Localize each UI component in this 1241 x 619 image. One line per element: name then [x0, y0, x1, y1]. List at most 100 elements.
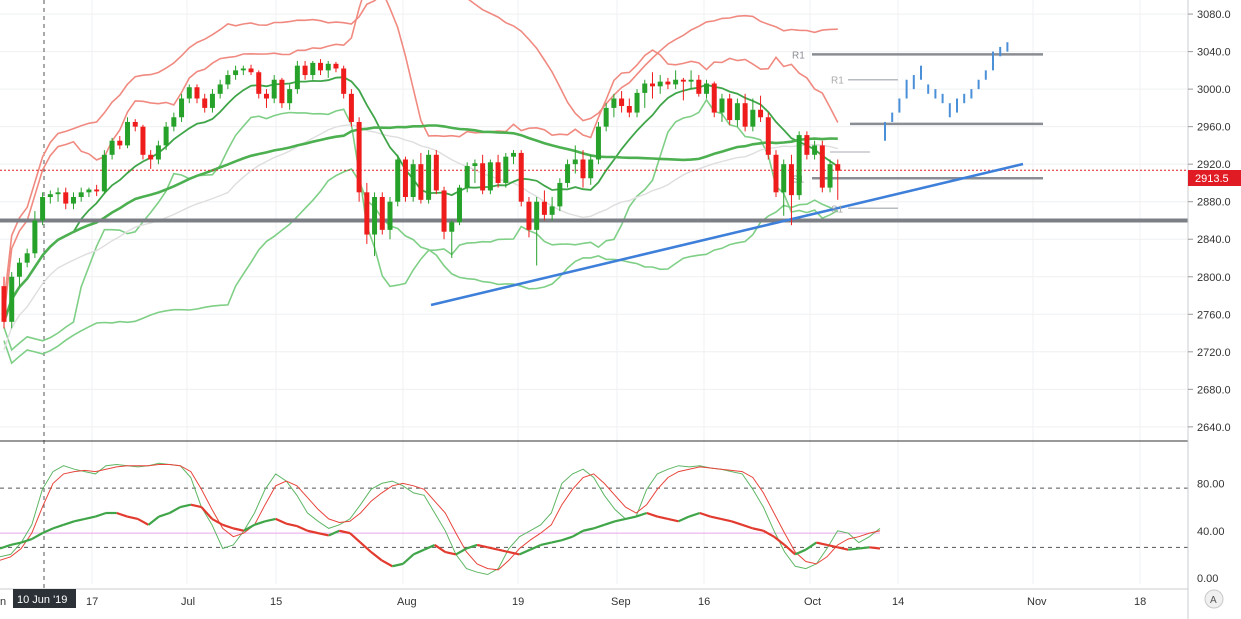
candle-body — [634, 92, 640, 113]
uptrend-line — [430, 162, 1024, 307]
x-tick-label: Oct — [804, 596, 821, 608]
candle-body — [449, 222, 455, 232]
candle-body — [325, 63, 331, 71]
oscillator-thick-segment — [243, 523, 255, 532]
candle — [626, 98, 632, 118]
candle — [148, 150, 154, 169]
candle-body — [572, 159, 578, 165]
oscillator-thick-segment — [169, 506, 181, 514]
candle-body — [402, 159, 408, 198]
candle — [209, 89, 215, 113]
candle — [256, 70, 262, 99]
candle-body — [16, 262, 22, 277]
oscillator-thick-segment — [200, 506, 213, 520]
candle-body — [356, 121, 362, 193]
oscillator-thick-segment — [20, 537, 33, 544]
candle — [163, 121, 169, 151]
oscillator-thick-segment — [710, 515, 722, 520]
candle — [812, 140, 818, 160]
osc-tick-label: 0.00 — [1197, 573, 1218, 585]
oscillator-thick-segment — [498, 548, 510, 554]
candle-body — [487, 162, 493, 191]
candle — [233, 65, 239, 80]
level-label: R1 — [792, 50, 805, 61]
oscillator-thick-segment — [614, 517, 626, 523]
candle — [125, 117, 131, 149]
candle-body — [209, 93, 215, 108]
oscillator-thick-segment — [349, 532, 362, 544]
candle — [294, 60, 300, 94]
candle-body — [742, 103, 748, 127]
auto-scale-label[interactable]: A — [1210, 595, 1217, 606]
candle — [673, 70, 679, 90]
oscillator-thick-segment — [264, 517, 276, 523]
candle-body — [603, 107, 609, 127]
oscillator-thick-segment — [783, 544, 796, 556]
oscillator-thick-segment — [307, 529, 319, 535]
candle — [549, 197, 555, 221]
candle-body — [665, 81, 671, 85]
y-tick-label: 2920.0 — [1197, 159, 1231, 171]
candle-body — [464, 166, 470, 188]
candle — [765, 112, 771, 160]
candle — [117, 136, 123, 150]
candle — [649, 72, 655, 99]
candle — [426, 150, 432, 204]
y-tick-label: 2840.0 — [1197, 234, 1231, 246]
candle — [271, 75, 277, 104]
candle-body — [287, 89, 293, 104]
slow-average-light — [3, 123, 838, 351]
candle-body — [773, 154, 779, 193]
candle-body — [194, 87, 200, 99]
x-tick-label: Nov — [1027, 596, 1047, 608]
osc-tick-label: 80.00 — [1197, 478, 1225, 490]
candle-body — [341, 68, 347, 94]
candle — [310, 60, 316, 80]
auto-scale-button[interactable]: A — [1204, 589, 1224, 609]
candle — [734, 98, 740, 127]
oscillator-thick-segment — [381, 559, 393, 568]
candle-body — [148, 154, 154, 160]
oscillator-thick-segment — [402, 553, 415, 565]
candle — [433, 150, 439, 195]
oscillator-thick-segment — [52, 523, 64, 530]
candle — [202, 93, 208, 113]
candle — [40, 192, 46, 226]
candle — [287, 84, 293, 110]
oscillator-thick-segment — [625, 515, 637, 520]
candle-body — [835, 164, 841, 171]
candle-body — [202, 98, 208, 108]
oscillator-thick-segment — [254, 520, 266, 526]
candle-body — [294, 65, 300, 90]
oscillator-thick-segment — [10, 541, 22, 547]
oscillator-thick-segment — [508, 550, 520, 556]
candle — [379, 192, 385, 235]
candle-body — [704, 83, 710, 94]
candle-body — [217, 84, 223, 94]
y-tick-label: 2800.0 — [1197, 272, 1231, 284]
candle-body — [456, 187, 462, 223]
candle-body — [32, 220, 38, 254]
candle-body — [595, 126, 601, 160]
candle-body — [348, 93, 354, 122]
oscillator-thick-segment — [211, 517, 224, 526]
candle — [387, 197, 393, 240]
candle — [194, 84, 200, 104]
candle — [302, 60, 308, 80]
candle — [541, 190, 547, 221]
oscillator-thick-segment — [286, 522, 298, 528]
candle-body — [101, 154, 107, 192]
oscillator-thick-segment — [762, 529, 775, 538]
oscillator-thick-segment — [773, 535, 786, 546]
oscillator-thick-segment — [476, 543, 488, 549]
x-tick-label: 16 — [698, 596, 710, 608]
candle-body — [472, 163, 478, 167]
oscillator-thick-segment — [233, 527, 245, 532]
candle — [441, 186, 447, 240]
candle — [179, 93, 185, 122]
oscillator-thick-segment — [434, 544, 446, 553]
candle-body — [9, 276, 15, 322]
candle-body — [310, 62, 316, 76]
candle — [603, 103, 609, 132]
candle-body — [657, 81, 663, 87]
